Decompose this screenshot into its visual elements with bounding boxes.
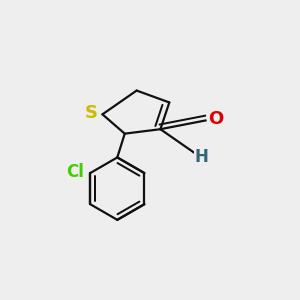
Text: H: H <box>194 148 208 166</box>
Text: H: H <box>192 146 210 167</box>
Text: O: O <box>208 110 223 128</box>
Text: S: S <box>82 101 100 125</box>
Text: O: O <box>205 107 226 131</box>
Text: Cl: Cl <box>66 163 84 181</box>
Text: S: S <box>85 104 98 122</box>
Text: Cl: Cl <box>63 161 87 182</box>
